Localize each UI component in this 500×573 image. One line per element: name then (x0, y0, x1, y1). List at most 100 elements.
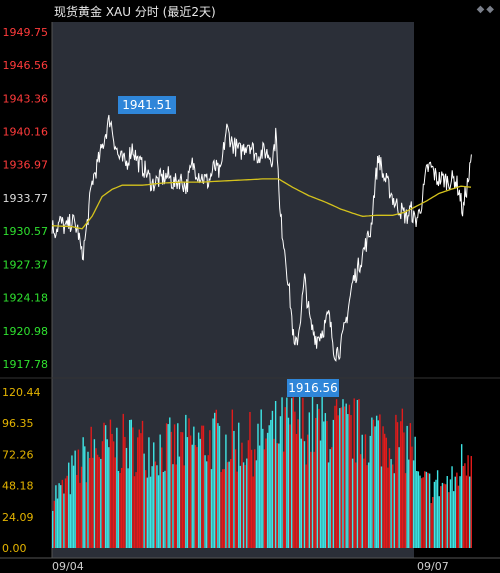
volume-bar (231, 409, 234, 548)
high-price-label: 1941.51 (122, 98, 172, 112)
volume-tick-label: 48.18 (2, 480, 34, 493)
volume-bar (149, 476, 152, 548)
volume-bar (326, 421, 328, 548)
volume-bar (104, 425, 107, 548)
volume-bar (305, 464, 307, 548)
volume-bar (396, 422, 399, 548)
volume-bar (339, 408, 341, 548)
volume-bar (327, 462, 330, 548)
volume-bar (329, 449, 331, 548)
volume-bar (462, 465, 464, 548)
volume-bar (72, 465, 75, 548)
volume-bar (210, 469, 213, 548)
volume-bar (175, 464, 177, 548)
volume-bar (132, 427, 134, 548)
volume-bar (186, 437, 189, 548)
volume-bar (52, 510, 54, 548)
volume-bar (236, 471, 238, 548)
volume-bar (444, 484, 447, 548)
volume-bar (292, 397, 294, 548)
volume-bar (189, 435, 192, 548)
volume-bar (427, 472, 429, 548)
volume-bar (228, 461, 230, 548)
volume-bar (464, 463, 466, 548)
header-icons[interactable]: ◆◆ (477, 4, 496, 15)
volume-bar (456, 472, 458, 548)
volume-bar (116, 427, 118, 548)
volume-bar (230, 459, 232, 548)
diamond-icon[interactable]: ◆ (486, 4, 496, 15)
volume-bar (416, 470, 418, 548)
price-tick-label: 1924.18 (3, 292, 49, 305)
volume-bar (404, 473, 407, 548)
low-price-label: 1916.56 (288, 381, 338, 395)
volume-bar (196, 447, 198, 548)
volume-bar (120, 467, 123, 548)
volume-bar (130, 419, 132, 548)
volume-bar (403, 432, 405, 548)
volume-bar (201, 425, 203, 548)
volume-bar (290, 398, 293, 548)
volume-bar (207, 455, 209, 548)
volume-bar (209, 430, 211, 548)
volume-bar (287, 417, 290, 548)
volume-bar (313, 451, 315, 548)
volume-bar (66, 475, 68, 548)
volume-bar (432, 496, 434, 548)
volume-bar (286, 397, 288, 548)
volume-bar (137, 437, 139, 548)
chart-title: 现货黄金 XAU 分时 (最近2天) (54, 5, 216, 19)
price-tick-label: 1933.77 (3, 192, 49, 205)
volume-bar (284, 407, 286, 548)
volume-bar (308, 412, 311, 548)
volume-bar (435, 479, 437, 548)
volume-bar (353, 398, 355, 548)
volume-bar (87, 451, 89, 548)
volume-bar (347, 414, 349, 548)
volume-bar (128, 419, 131, 548)
volume-bar (345, 403, 347, 548)
volume-bar (77, 449, 80, 548)
volume-bar (465, 475, 468, 548)
volume-bar (80, 466, 83, 548)
volume-bar (393, 473, 396, 548)
volume-bar (153, 442, 155, 548)
volume-bar (295, 433, 298, 548)
volume-bar (127, 468, 129, 548)
volume-bar (303, 441, 306, 548)
volume-bar (220, 472, 222, 548)
volume-bar (68, 462, 70, 548)
volume-bar (335, 399, 338, 548)
volume-bar (343, 406, 346, 548)
volume-bar (383, 433, 386, 548)
volume-bar (199, 438, 201, 548)
volume-bar (173, 424, 176, 548)
diamond-icon[interactable]: ◆ (476, 4, 487, 15)
volume-bar (162, 472, 165, 548)
volume-bar (114, 457, 116, 548)
price-tick-label: 1920.98 (3, 325, 49, 338)
volume-bar (108, 447, 110, 548)
volume-bar (318, 408, 320, 548)
volume-bar (440, 486, 442, 548)
volume-bar (247, 440, 250, 548)
volume-bar (74, 450, 76, 548)
volume-bar (233, 430, 235, 548)
volume-bar (117, 470, 120, 548)
volume-bar (340, 407, 343, 548)
volume-bar (460, 444, 463, 548)
volume-bar (242, 462, 245, 548)
volume-bar (409, 423, 412, 548)
volume-bar (334, 405, 336, 548)
volume-bar (271, 410, 274, 548)
volume-bar (395, 414, 397, 548)
volume-bar (172, 464, 174, 548)
volume-bar (156, 465, 158, 548)
volume-bar (213, 412, 216, 548)
volume-bar (356, 399, 359, 548)
volume-bar (337, 415, 339, 548)
volume-bar (375, 415, 378, 548)
volume-bar (428, 473, 431, 548)
volume-bar (294, 411, 296, 548)
